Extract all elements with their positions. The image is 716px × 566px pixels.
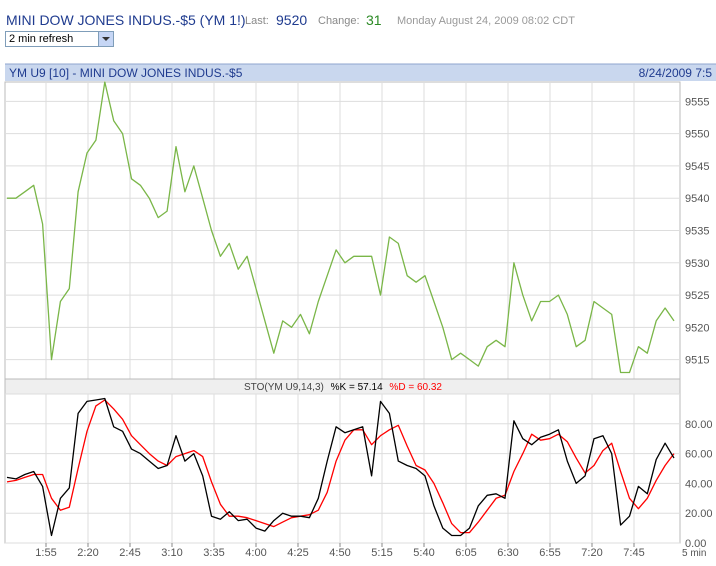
sto-y-tick-4: 80.00	[685, 419, 713, 431]
x-tick-label-6: 4:25	[287, 547, 308, 559]
price-y-tick-5: 9540	[685, 193, 709, 205]
stochastic-k-line	[6, 397, 675, 537]
stochastic-grid	[5, 393, 680, 544]
x-tick-label-11: 6:30	[497, 547, 518, 559]
change-label: Change:	[318, 15, 360, 27]
x-tick-label-14: 7:45	[623, 547, 644, 559]
chart-date: 8/24/2009 7:5	[639, 66, 713, 80]
refresh-select-value: 2 min refresh	[9, 33, 74, 45]
stochastic-series	[6, 397, 675, 537]
chevron-down-icon[interactable]	[98, 32, 113, 46]
x-tick-label-12: 6:55	[539, 547, 560, 559]
sto-y-tick-1: 20.00	[685, 508, 713, 520]
symbol-title[interactable]: MINI DOW JONES INDUS.-$5 (YM 1!)	[6, 12, 246, 28]
x-tick-label-5: 4:00	[245, 547, 266, 559]
x-tick-label-7: 4:50	[329, 547, 350, 559]
stochastic-d-line	[6, 399, 675, 534]
sto-y-tick-3: 60.00	[685, 449, 713, 461]
price-grid	[5, 82, 680, 379]
price-y-tick-1: 9520	[685, 322, 709, 334]
x-axis-unit: 5 min	[682, 548, 706, 559]
price-y-tick-6: 9545	[685, 161, 709, 173]
x-tick-label-9: 5:40	[413, 547, 434, 559]
x-tick-label-4: 3:35	[203, 547, 224, 559]
stochastic-panel	[4, 393, 681, 544]
price-y-tick-8: 9555	[685, 96, 709, 108]
indicator-title: STO(YM U9,14,3)	[244, 382, 324, 393]
x-tick-label-13: 7:20	[581, 547, 602, 559]
refresh-select[interactable]: 2 min refresh	[5, 31, 114, 47]
legend-k-value: 57.14	[358, 382, 383, 393]
price-y-tick-3: 9530	[685, 258, 709, 270]
x-tick-label-3: 3:10	[161, 547, 182, 559]
last-value: 9520	[276, 12, 308, 28]
x-tick-label-0: 1:55	[35, 547, 56, 559]
chart-title-bar	[5, 64, 716, 81]
legend-d-label: %D	[389, 382, 405, 393]
sto-y-tick-0: 0.00	[685, 538, 706, 550]
indicator-legend: STO(YM U9,14,3) %K = 57.14 %D = 60.32	[244, 382, 442, 393]
price-y-axis: 9515 9520 9525 9530 9535 9540 9545 9550 9555	[685, 96, 709, 366]
time-axis: 1:55 2:20 2:45 3:10 3:35 4:00 4:25 4:50 5:15 5:40…	[35, 543, 645, 559]
x-tick-label-8: 5:15	[371, 547, 392, 559]
x-tick-label-2: 2:45	[119, 547, 140, 559]
price-line	[7, 81, 675, 374]
quote-datetime: Monday August 24, 2009 08:02 CDT	[397, 15, 575, 27]
legend-k-label: %K	[331, 382, 347, 393]
sto-y-tick-2: 40.00	[685, 478, 713, 490]
price-y-tick-4: 9535	[685, 226, 709, 238]
price-y-tick-7: 9550	[685, 129, 709, 141]
last-label: Last:	[245, 15, 269, 27]
legend-d-value: 60.32	[417, 382, 442, 393]
change-value: 31	[366, 12, 382, 28]
stochastic-y-axis: 0.00 20.00 40.00 60.00 80.00	[685, 419, 713, 550]
price-y-tick-2: 9525	[685, 290, 709, 302]
price-y-tick-0: 9515	[685, 355, 709, 367]
chart-title: YM U9 [10] - MINI DOW JONES INDUS.-$5	[9, 66, 243, 80]
price-series	[7, 81, 675, 374]
x-tick-label-10: 6:05	[455, 547, 476, 559]
x-tick-label-1: 2:20	[77, 547, 98, 559]
